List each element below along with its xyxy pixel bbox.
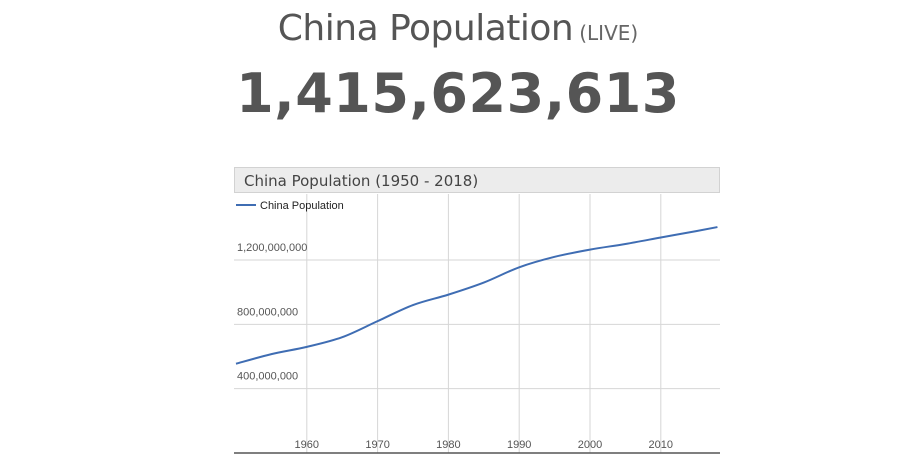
x-tick-label: 2000 <box>578 439 602 451</box>
series-line-china-population <box>235 226 718 365</box>
page-title: China Population <box>277 8 574 49</box>
x-tick-label: 1990 <box>507 439 531 451</box>
page-title-row: China Population (LIVE) <box>0 8 916 49</box>
y-tick-label: 400,000,000 <box>237 371 298 383</box>
chart-title: China Population (1950 - 2018) <box>244 172 479 190</box>
y-tick-label: 1,200,000,000 <box>237 242 307 254</box>
x-tick-label: 2010 <box>649 439 673 451</box>
live-indicator: (LIVE) <box>579 21 639 45</box>
x-tick-label: 1960 <box>295 439 319 451</box>
x-tick-label: 1970 <box>365 439 389 451</box>
legend-label: China Population <box>260 200 344 212</box>
live-population-counter: 1,415,623,613 <box>236 62 680 125</box>
x-tick-label: 1980 <box>436 439 460 451</box>
chart-title-bar: China Population (1950 - 2018) <box>234 167 720 193</box>
y-tick-label: 800,000,000 <box>237 306 298 318</box>
